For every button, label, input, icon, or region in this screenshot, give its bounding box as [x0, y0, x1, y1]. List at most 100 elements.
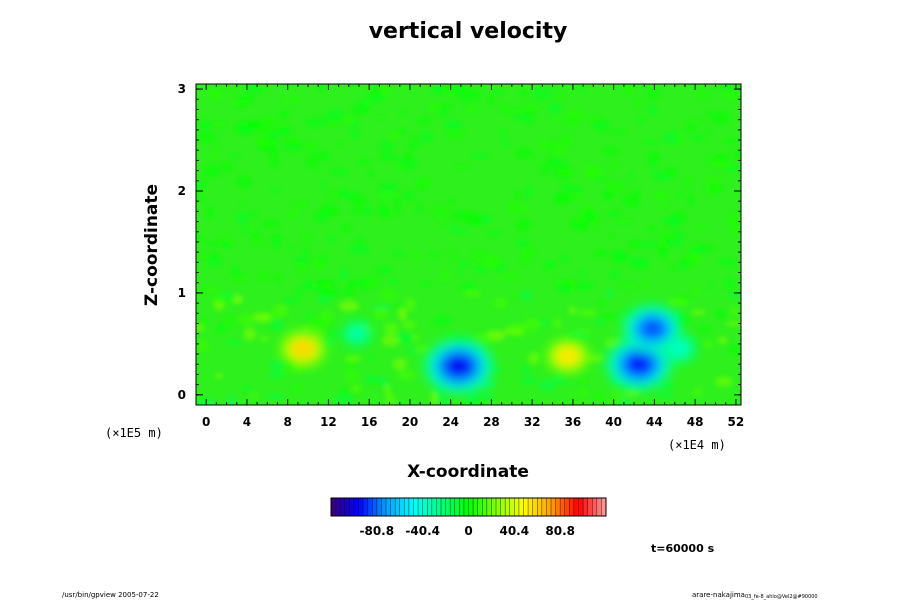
- texture-cell: [721, 139, 739, 144]
- texture-cell: [412, 334, 420, 341]
- colorbar-cell: [353, 498, 359, 516]
- x-tick-label: 44: [646, 415, 663, 429]
- z-scale-note: (×1E5 m): [105, 426, 163, 440]
- texture-cell: [691, 310, 707, 315]
- texture-cell: [514, 190, 522, 199]
- colorbar-cell: [427, 498, 433, 516]
- texture-cell: [344, 285, 356, 299]
- z-axis: 0 1 2 3: [178, 82, 741, 402]
- colorbar-cell: [528, 498, 533, 516]
- texture-cell: [512, 114, 532, 122]
- texture-cell: [275, 273, 282, 283]
- texture-cell: [196, 178, 207, 193]
- texture-cell: [511, 204, 530, 214]
- texture-cell: [553, 92, 566, 100]
- texture-cell: [396, 370, 417, 379]
- texture-cell: [272, 236, 282, 250]
- colorbar-tick-label: 80.8: [545, 524, 575, 538]
- texture-cell: [373, 307, 389, 320]
- texture-cell: [601, 146, 620, 156]
- texture-cell: [561, 134, 575, 147]
- colorbar-cell: [331, 498, 336, 516]
- texture-cell: [727, 292, 741, 299]
- texture-cell: [656, 392, 675, 399]
- texture-cell: [705, 184, 721, 196]
- texture-cell: [270, 187, 282, 193]
- texture-cell: [218, 324, 225, 332]
- footer-right-main: arare-nakajima: [692, 591, 745, 599]
- colorbar-cell: [596, 498, 602, 516]
- footer-right-sub: 03_fe-8_ahlo@Vel2@#90000: [745, 594, 818, 600]
- texture-cell: [609, 129, 628, 134]
- texture-cell: [248, 225, 256, 234]
- texture-cell: [685, 124, 697, 133]
- texture-cell: [378, 154, 395, 160]
- time-label: t=60000 s: [651, 542, 715, 555]
- colorbar-cell: [390, 498, 396, 516]
- colorbar-cell: [482, 498, 488, 516]
- texture-cell: [303, 284, 325, 291]
- texture-cell: [247, 211, 260, 217]
- texture-cell: [617, 283, 639, 289]
- texture-cell: [604, 289, 615, 298]
- heatmap-feature: [441, 352, 476, 381]
- texture-cell: [632, 257, 648, 267]
- texture-cell: [219, 161, 235, 171]
- texture-cell: [430, 390, 438, 405]
- texture-cell: [663, 237, 670, 246]
- texture-cell: [621, 193, 637, 208]
- texture-cell: [559, 254, 570, 263]
- texture-cell: [282, 296, 301, 305]
- texture-cell: [367, 375, 381, 382]
- texture-cell: [294, 261, 308, 273]
- plot-frame: [195, 83, 742, 406]
- x-scale-note: (×1E4 m): [668, 438, 726, 452]
- texture-cell: [327, 233, 336, 245]
- texture-cell: [521, 111, 538, 117]
- texture-cell: [591, 120, 611, 133]
- texture-cell: [293, 201, 309, 208]
- colorbar-cell: [486, 498, 492, 516]
- texture-cell: [295, 286, 304, 298]
- texture-cell: [471, 90, 481, 101]
- chart-title: vertical velocity: [369, 19, 568, 44]
- colorbar-cell: [376, 498, 382, 516]
- x-tick-label: 12: [320, 415, 337, 429]
- colorbar-cell: [441, 498, 446, 516]
- texture-cell: [373, 265, 394, 275]
- heatmap-feature: [636, 316, 668, 342]
- texture-cell: [554, 145, 566, 157]
- texture-cell: [377, 203, 389, 218]
- texture-cell: [518, 255, 532, 265]
- texture-cell: [272, 319, 280, 330]
- z-tick-label: 0: [178, 388, 186, 402]
- heatmap-feature: [669, 340, 691, 358]
- texture-cell: [395, 165, 405, 171]
- texture-cell: [420, 131, 434, 144]
- texture-cell: [566, 109, 587, 120]
- texture-cell: [326, 119, 342, 127]
- texture-cell: [427, 252, 443, 258]
- texture-cell: [316, 295, 332, 305]
- texture-cell: [675, 192, 685, 197]
- texture-cell: [577, 84, 586, 92]
- colorbar-cell: [372, 498, 378, 516]
- texture-cell: [398, 308, 408, 321]
- colorbar-cell: [395, 498, 401, 516]
- z-tick-label: 3: [178, 82, 186, 96]
- x-tick-label: 20: [402, 415, 419, 429]
- texture-cell: [687, 193, 695, 207]
- texture-cell: [242, 384, 252, 392]
- texture-cell: [661, 202, 669, 209]
- texture-cell: [230, 100, 252, 106]
- texture-cell: [228, 273, 250, 282]
- texture-cell: [556, 166, 576, 177]
- texture-cell: [550, 160, 568, 167]
- texture-cell: [686, 251, 697, 262]
- texture-cell: [269, 359, 285, 373]
- texture-cell: [259, 220, 282, 228]
- texture-cell: [485, 231, 503, 237]
- texture-cell: [498, 103, 511, 114]
- colorbar-cell: [413, 498, 419, 516]
- texture-cell: [350, 104, 370, 116]
